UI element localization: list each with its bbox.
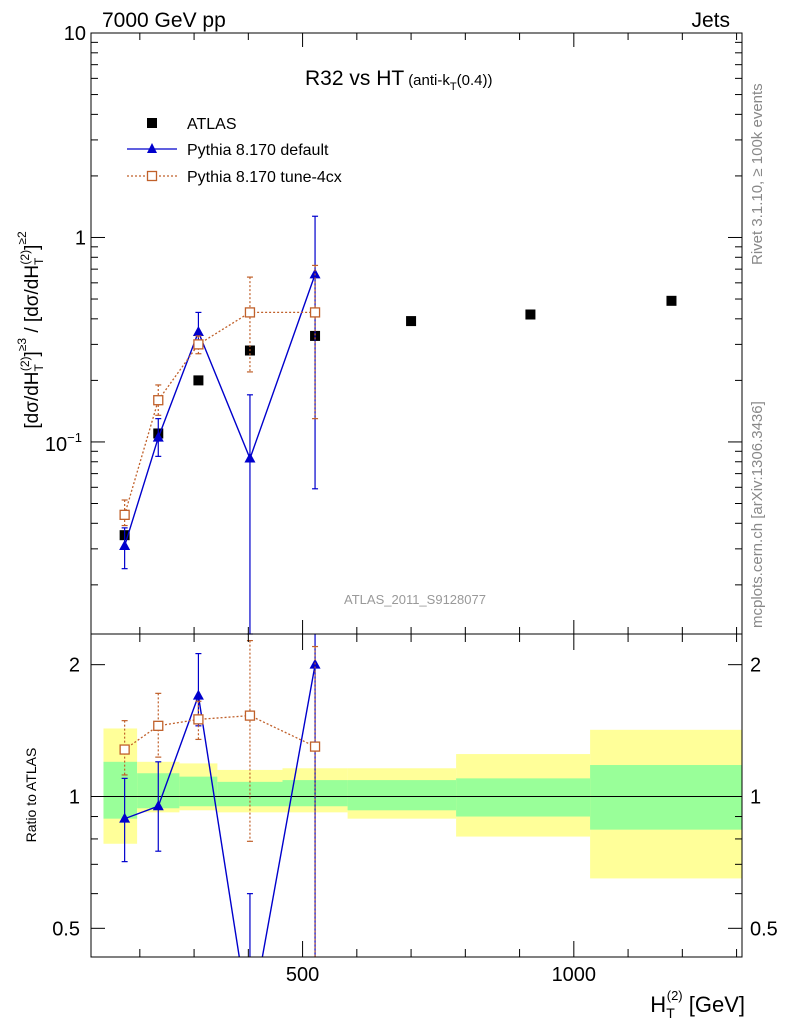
mcplots-label: mcplots.cern.ch [arXiv:1306.3436]	[749, 401, 766, 628]
ylabel-part4: ]	[22, 245, 43, 250]
ratio-tune-point	[244, 710, 256, 721]
tune-data-point	[153, 395, 164, 406]
ratio-series-layer	[119, 634, 321, 957]
ratio-inner-band	[456, 778, 591, 817]
ratio-default-point	[152, 800, 164, 811]
atlas-data-point	[193, 375, 204, 386]
plot-title: R32 vs HT (anti-kT(0.4))	[305, 67, 492, 93]
x-tick-label: 500	[286, 964, 319, 986]
ratio-inner-band	[103, 761, 138, 819]
default-data-point	[152, 431, 164, 442]
legend-tune-marker	[146, 170, 158, 182]
x-tick-label: 1000	[552, 964, 597, 986]
xlabel-sup: (2)	[667, 988, 683, 1003]
default-data-point	[119, 539, 131, 550]
main-y-tick-label-exp: −1	[67, 430, 82, 445]
ratio-y-tick-label-right: 2	[750, 655, 761, 677]
legend-default-label: Pythia 8.170 default	[187, 142, 329, 159]
analysis-label: ATLAS_2011_S9128077	[344, 592, 486, 607]
ratio-y-tick-label-right: 0.5	[750, 918, 778, 940]
main-y-tick-label: 1	[75, 227, 86, 249]
ratio-inner-band	[347, 780, 457, 811]
ylabel-sub4: ≥2	[15, 231, 29, 245]
ratio-default-point	[119, 812, 131, 823]
ratio-y-tick-label-left: 2	[69, 655, 80, 677]
main-series-layer	[119, 215, 677, 635]
ratio-y-tick-label-left: 0.5	[52, 918, 80, 940]
legend-default-marker	[147, 143, 157, 153]
legend-tune-label: Pythia 8.170 tune-4cx	[187, 169, 342, 186]
plot-title-suffix-end: (0.4))	[457, 72, 493, 89]
ratio-default-point	[192, 689, 204, 700]
ratio-y-axis-label: Ratio to ATLAS	[23, 748, 39, 843]
main-y-tick-label: 10	[64, 23, 86, 45]
xlabel-unit: [GeV]	[683, 992, 745, 1017]
ylabel-sup1: (2)	[18, 356, 32, 371]
ratio-y-tick-label-left: 1	[69, 786, 80, 808]
main-y-axis-label: [dσ/dHT(2)]≥3 / [dσ/dHT(2)]≥2	[15, 231, 46, 429]
tune-data-point	[309, 307, 321, 318]
main-y-tick-label: 10−1	[45, 430, 82, 456]
ratio-inner-band	[590, 765, 742, 830]
ylabel-sup3: (2)	[18, 250, 32, 265]
main-y-tick-label-base: 10	[64, 23, 86, 45]
beam-label: 7000 GeV pp	[102, 9, 226, 32]
tune-data-point	[119, 509, 130, 520]
default-data-point	[309, 268, 321, 279]
plot-title-suffix-sub: T	[450, 81, 457, 93]
ratio-inner-band	[179, 776, 218, 807]
xlabel-sub: T	[666, 1005, 675, 1021]
ratio-tune-point	[153, 720, 164, 731]
atlas-data-point	[406, 316, 417, 327]
ylabel-sub2: ≥3	[15, 338, 29, 352]
main-tune-line	[123, 311, 316, 515]
atlas-data-point	[666, 295, 677, 306]
tune-data-point	[244, 307, 256, 318]
legend-atlas-label: ATLAS	[187, 116, 237, 133]
ratio-axis-ticks: 0.5 0.5 1 1 2 2 500 1000	[52, 634, 778, 986]
plot-title-suffix: (anti-k	[408, 72, 450, 89]
x-axis-label: HT (2) [GeV]	[650, 988, 745, 1021]
ylabel-part2: ]	[22, 351, 43, 356]
legend: ATLAS Pythia 8.170 default Pythia 8.170 …	[127, 116, 342, 186]
ratio-tune-point	[119, 744, 130, 755]
rivet-version-label: Rivet 3.1.10, ≥ 100k events	[749, 83, 766, 265]
ratio-plot-frame	[90, 633, 743, 958]
default-data-point	[192, 325, 204, 336]
ylabel-sub1: T	[32, 363, 46, 371]
default-data-point	[244, 452, 256, 463]
ratio-plot-panel: 0.5 0.5 1 1 2 2 500 1000 Ratio to ATLAS HT (2) […	[23, 633, 778, 1021]
ratio-y-tick-label-right: 1	[750, 786, 761, 808]
main-y-tick-label-base: 1	[75, 227, 86, 249]
plot-title-main: R32 vs HT	[305, 67, 404, 90]
ylabel-part3: / [dσ/dH	[22, 265, 43, 338]
tune-data-point	[193, 339, 204, 350]
ratio-tune-point	[309, 741, 321, 752]
ratio-tune-point	[193, 714, 204, 725]
xlabel-main: H	[650, 992, 666, 1017]
ratio-uncertainty-bands	[103, 728, 742, 879]
legend-atlas-marker	[147, 118, 157, 128]
ylabel-part1: [dσ/dH	[22, 371, 43, 428]
process-label: Jets	[691, 9, 730, 32]
ylabel-sub3: T	[32, 257, 46, 265]
atlas-data-point	[525, 309, 536, 320]
main-y-tick-label-base: 10	[45, 434, 67, 456]
main-default-line	[123, 274, 316, 547]
